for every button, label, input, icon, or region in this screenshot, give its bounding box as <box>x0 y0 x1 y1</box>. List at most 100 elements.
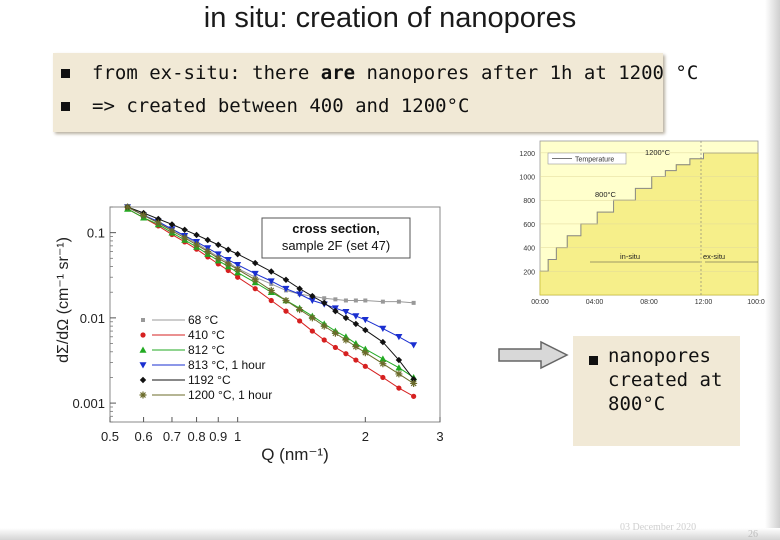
footer-date: 03 December 2020 <box>620 522 697 533</box>
data-point <box>140 332 146 338</box>
page-number: 26 <box>748 529 758 540</box>
y-axis-label: dΣ/dΩ (cm⁻¹ sr⁻¹) <box>55 237 72 363</box>
data-point <box>235 266 240 271</box>
data-point <box>234 261 242 269</box>
x-tick-label: 0.9 <box>209 429 227 444</box>
data-point <box>342 336 350 344</box>
legend-label: 812 °C <box>188 343 225 357</box>
legend-label: 1192 °C <box>188 373 231 387</box>
data-point <box>141 213 146 218</box>
data-point <box>321 337 327 343</box>
data-point <box>297 318 303 324</box>
fit-line <box>127 208 414 378</box>
legend-label: 813 °C, 1 hour <box>188 358 266 372</box>
data-point <box>268 297 274 304</box>
data-point <box>308 312 316 319</box>
data-point <box>181 232 189 240</box>
x-tick-label: 2 <box>362 429 369 444</box>
x-tick-label: 3 <box>436 429 443 444</box>
data-point <box>156 220 161 225</box>
data-point <box>204 245 212 252</box>
data-point <box>395 370 403 378</box>
data-point <box>124 204 132 211</box>
data-point <box>309 328 315 334</box>
annotation-text: ex-situ <box>703 252 725 261</box>
square-bullet-icon <box>589 356 598 365</box>
y-tick-label: 200 <box>523 269 535 276</box>
data-point <box>342 333 350 340</box>
data-point <box>168 221 176 228</box>
data-point <box>379 338 387 346</box>
data-point <box>168 229 176 236</box>
annotation-box <box>261 217 411 259</box>
data-point <box>154 218 162 226</box>
data-point <box>320 320 328 327</box>
data-series <box>124 203 418 387</box>
data-point <box>333 297 338 302</box>
data-point <box>379 360 387 368</box>
square-bullet-icon <box>61 101 70 111</box>
data-point <box>282 285 290 293</box>
x-tick-label: 04:00 <box>586 299 604 306</box>
data-point <box>362 326 369 334</box>
data-series <box>124 205 418 381</box>
x-tick-label: 1 <box>234 429 241 444</box>
data-point <box>216 254 221 259</box>
data-point <box>380 299 385 304</box>
data-point <box>155 215 162 223</box>
square-bullet-icon <box>61 68 70 78</box>
data-point <box>296 285 303 292</box>
data-point <box>296 291 304 298</box>
data-point <box>140 211 148 219</box>
data-point <box>411 393 417 399</box>
data-point <box>283 288 288 293</box>
data-point <box>268 268 275 275</box>
data-point <box>353 357 359 363</box>
data-point <box>353 298 358 303</box>
data-point <box>379 325 387 333</box>
conclusion-text: nanopores created at 800°C <box>608 345 723 415</box>
data-point <box>205 254 211 260</box>
data-point <box>331 329 339 337</box>
data-point <box>251 276 259 284</box>
data-point <box>214 251 222 258</box>
slide-shadow <box>0 528 780 540</box>
plot-frame <box>109 206 441 423</box>
data-point <box>225 267 231 274</box>
data-point <box>224 257 232 264</box>
data-point <box>225 246 232 253</box>
data-point <box>124 203 132 211</box>
data-point <box>154 219 162 227</box>
data-point <box>331 305 339 312</box>
y-tick-label: 0.001 <box>72 396 105 411</box>
data-point <box>215 261 221 267</box>
data-point <box>235 274 241 280</box>
data-point <box>155 223 161 229</box>
data-point <box>139 362 147 369</box>
data-point <box>297 292 302 297</box>
data-point <box>194 241 199 246</box>
annotation-text: cross section, <box>292 221 379 236</box>
data-point <box>352 320 360 328</box>
y-tick-label: 400 <box>523 246 535 253</box>
data-point <box>396 385 402 391</box>
right-arrow-icon <box>498 340 569 370</box>
x-tick-label: 0.7 <box>163 429 181 444</box>
data-point <box>352 343 360 351</box>
x-tick-label: 0.5 <box>101 429 119 444</box>
data-point <box>193 241 201 249</box>
temperature-area <box>539 152 759 296</box>
data-point <box>322 296 327 301</box>
data-point <box>139 391 147 399</box>
data-point <box>234 269 242 276</box>
data-point <box>154 220 162 228</box>
legend-label: Temperature <box>575 157 614 164</box>
data-point <box>182 239 188 245</box>
data-point <box>124 206 131 212</box>
data-point <box>168 227 176 235</box>
data-point <box>296 304 304 311</box>
data-point <box>193 246 200 252</box>
x-tick-label: 0.8 <box>188 429 206 444</box>
data-point <box>361 316 369 324</box>
